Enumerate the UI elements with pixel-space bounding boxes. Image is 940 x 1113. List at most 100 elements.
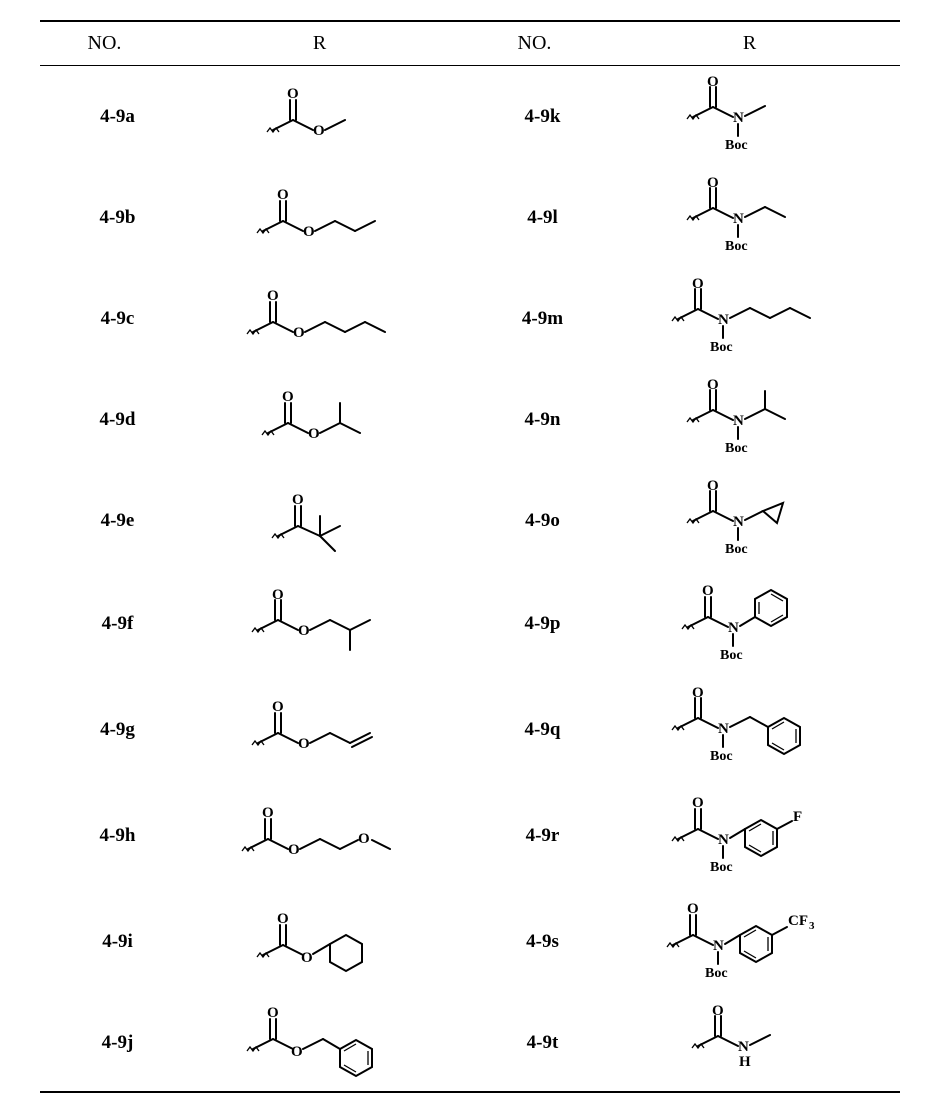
svg-text:O: O: [707, 74, 719, 90]
compound-no: 4-9g: [40, 677, 169, 783]
svg-text:O: O: [692, 795, 704, 811]
svg-text:O: O: [707, 175, 719, 191]
header-no-1: NO.: [40, 21, 169, 66]
compound-table: NO. R NO. R 4-9a O O: [40, 20, 900, 1093]
svg-text:O: O: [692, 685, 704, 701]
svg-text:CF: CF: [788, 913, 808, 929]
svg-text:O: O: [287, 86, 299, 102]
structure-4-9c: O O: [169, 268, 470, 369]
svg-text:O: O: [272, 699, 284, 715]
svg-text:O: O: [277, 187, 289, 203]
svg-text:O: O: [712, 1003, 724, 1019]
svg-text:O: O: [277, 911, 289, 927]
structure-4-9p: O N Boc: [599, 571, 900, 677]
structure-4-9d: O O: [169, 369, 470, 470]
svg-text:O: O: [303, 224, 315, 240]
structure-4-9h: O O O: [169, 783, 470, 889]
structure-4-9r: O N F Boc: [599, 783, 900, 889]
table-row: 4-9i O O 4-9s: [40, 889, 900, 995]
svg-text:O: O: [358, 831, 370, 847]
svg-text:O: O: [293, 325, 305, 341]
svg-text:O: O: [687, 901, 699, 917]
structure-4-9o: O N Boc: [599, 470, 900, 571]
header-no-2: NO.: [470, 21, 599, 66]
header-row: NO. R NO. R: [40, 21, 900, 66]
compound-no: 4-9o: [470, 470, 599, 571]
compound-no: 4-9b: [40, 167, 169, 268]
structure-4-9s: O N CF 3 Boc: [599, 889, 900, 995]
compound-no: 4-9q: [470, 677, 599, 783]
svg-text:O: O: [301, 950, 313, 966]
compound-no: 4-9t: [470, 995, 599, 1092]
structure-4-9i: O O: [169, 889, 470, 995]
svg-text:Boc: Boc: [725, 239, 748, 254]
svg-text:O: O: [313, 123, 325, 139]
svg-text:Boc: Boc: [725, 441, 748, 456]
svg-text:O: O: [707, 478, 719, 494]
structure-4-9l: O N Boc: [599, 167, 900, 268]
structure-4-9g: O O: [169, 677, 470, 783]
svg-text:O: O: [272, 587, 284, 603]
svg-text:O: O: [282, 389, 294, 405]
svg-text:O: O: [262, 805, 274, 821]
compound-no: 4-9h: [40, 783, 169, 889]
table-row: 4-9b O O 4-9l: [40, 167, 900, 268]
svg-text:O: O: [288, 842, 300, 858]
header-r-2: R: [599, 21, 900, 66]
compound-no: 4-9s: [470, 889, 599, 995]
svg-text:Boc: Boc: [710, 749, 733, 764]
svg-text:Boc: Boc: [720, 648, 743, 663]
compound-no: 4-9a: [40, 66, 169, 168]
table-row: 4-9g O O 4-9q: [40, 677, 900, 783]
svg-text:H: H: [739, 1054, 751, 1070]
svg-text:Boc: Boc: [710, 340, 733, 355]
svg-text:O: O: [702, 583, 714, 599]
compound-no: 4-9j: [40, 995, 169, 1092]
table-row: 4-9e O 4-9o: [40, 470, 900, 571]
compound-no: 4-9c: [40, 268, 169, 369]
svg-text:O: O: [292, 492, 304, 508]
svg-text:O: O: [298, 623, 310, 639]
svg-text:O: O: [291, 1044, 303, 1060]
compound-no: 4-9m: [470, 268, 599, 369]
svg-text:Boc: Boc: [705, 966, 728, 981]
table-row: 4-9h O O O 4-9r: [40, 783, 900, 889]
table-row: 4-9a O O 4-9k: [40, 66, 900, 168]
header-r-1: R: [169, 21, 470, 66]
compound-no: 4-9r: [470, 783, 599, 889]
structure-4-9a: O O: [169, 66, 470, 168]
compound-no: 4-9p: [470, 571, 599, 677]
svg-text:O: O: [267, 1005, 279, 1021]
svg-text:F: F: [793, 809, 802, 825]
svg-text:Boc: Boc: [725, 138, 748, 153]
table-row: 4-9j O O 4-9t: [40, 995, 900, 1092]
compound-no: 4-9f: [40, 571, 169, 677]
structure-4-9e: O: [169, 470, 470, 571]
structure-4-9t: O N H: [599, 995, 900, 1092]
svg-text:O: O: [707, 377, 719, 393]
structure-4-9j: O O: [169, 995, 470, 1092]
compound-no: 4-9d: [40, 369, 169, 470]
structure-4-9k: O N Boc: [599, 66, 900, 168]
table-row: 4-9d O O 4-9n: [40, 369, 900, 470]
svg-text:3: 3: [809, 920, 815, 932]
structure-4-9f: O O: [169, 571, 470, 677]
table-row: 4-9c O O 4-9m: [40, 268, 900, 369]
svg-text:O: O: [267, 288, 279, 304]
compound-no: 4-9n: [470, 369, 599, 470]
svg-text:Boc: Boc: [725, 542, 748, 557]
table-row: 4-9f O O 4-9p: [40, 571, 900, 677]
svg-text:O: O: [298, 736, 310, 752]
svg-text:O: O: [692, 276, 704, 292]
svg-text:N: N: [738, 1039, 749, 1055]
structure-4-9q: O N Boc: [599, 677, 900, 783]
svg-text:O: O: [308, 426, 320, 442]
compound-no: 4-9k: [470, 66, 599, 168]
structure-4-9n: O N Boc: [599, 369, 900, 470]
compound-no: 4-9e: [40, 470, 169, 571]
compound-no: 4-9i: [40, 889, 169, 995]
structure-4-9b: O O: [169, 167, 470, 268]
svg-text:Boc: Boc: [710, 860, 733, 875]
compound-no: 4-9l: [470, 167, 599, 268]
structure-4-9m: O N Boc: [599, 268, 900, 369]
